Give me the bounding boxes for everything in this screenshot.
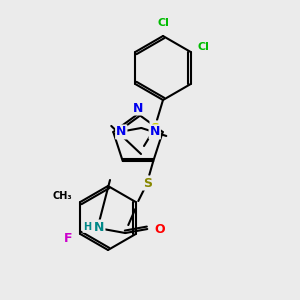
Text: Cl: Cl xyxy=(157,18,169,28)
Text: S: S xyxy=(143,176,152,190)
Text: H: H xyxy=(83,222,91,232)
Text: Cl: Cl xyxy=(198,42,210,52)
Text: CH₃: CH₃ xyxy=(52,191,72,201)
Text: F: F xyxy=(64,232,73,244)
Text: N: N xyxy=(116,125,127,139)
Text: N: N xyxy=(149,125,160,139)
Text: N: N xyxy=(133,101,143,115)
Text: N: N xyxy=(94,220,104,233)
Text: S: S xyxy=(151,122,160,134)
Text: O: O xyxy=(154,223,165,236)
